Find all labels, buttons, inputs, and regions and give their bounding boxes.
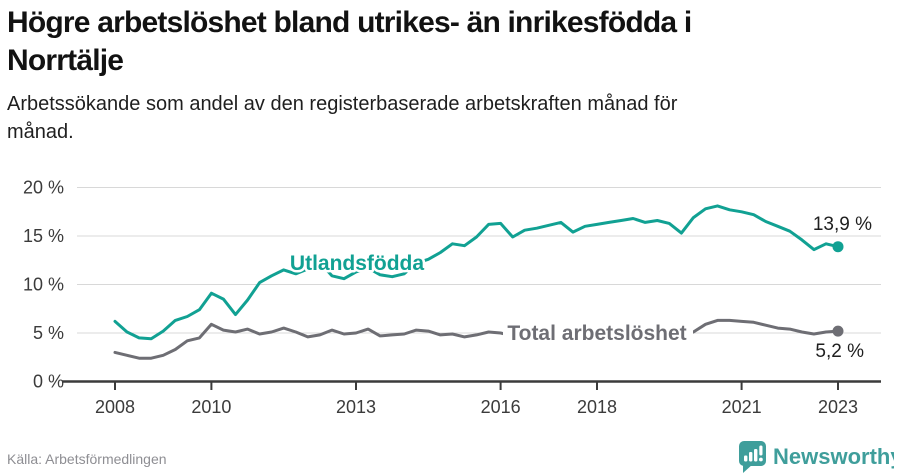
page-title-line-1: Högre arbetslöshet bland utrikes- än inr… [7,6,692,39]
x-axis [62,380,881,390]
page-title: Högre arbetslöshet bland utrikes- än inr… [7,4,692,80]
y-tick-0: 0 % [33,372,64,392]
newsworthy-wordmark: Newsworthy [773,444,894,469]
series-labels: Utlandsfödda Total arbetslöshet [287,250,689,348]
line-utlandsfodda [113,204,840,341]
x-tick-2016: 2016 [481,397,521,417]
x-tick-2010: 2010 [191,397,231,417]
x-tick-2013: 2013 [336,397,376,417]
x-tick-2023: 2023 [818,397,858,417]
page-subtitle-line-1: Arbetssökande som andel av den registerb… [7,93,678,115]
series-lines [113,204,840,360]
line-total-arbetsloshet [113,318,840,360]
end-value-labels: 13,9 % 5,2 % [813,214,872,362]
value-label-total-arbetsloshet: 5,2 % [815,341,864,362]
newsworthy-logo: Newsworthy [736,438,900,474]
x-tick-2018: 2018 [577,397,617,417]
page-subtitle-line-2: månad. [7,121,74,143]
y-axis-labels: 0 % 5 % 10 % 15 % 20 % [23,178,64,392]
value-label-utlandsfodda: 13,9 % [813,214,872,235]
page-subtitle: Arbetssökande som andel av den registerb… [7,90,677,146]
total-label-mask [503,322,693,344]
y-tick-5: 5 % [33,323,64,343]
series-label-total-arbetsloshet: Total arbetslöshet [507,322,686,345]
y-tick-15: 15 % [23,226,64,246]
source-note: Källa: Arbetsförmedlingen [7,451,167,467]
series-label-utlandsfodda: Utlandsfödda [290,252,424,275]
y-tick-10: 10 % [23,275,64,295]
page-title-line-2: Norrtälje [7,44,124,77]
chart-bubble-icon [739,441,766,473]
newsworthy-logo-svg: Newsworthy [739,441,900,473]
end-dot-total-arbetsloshet [832,325,844,337]
x-tick-2008: 2008 [95,397,135,417]
x-tick-2021: 2021 [722,397,762,417]
end-dot-utlandsfodda [832,241,844,253]
y-tick-20: 20 % [23,178,64,198]
end-dots [832,241,844,337]
x-axis-labels: 2008 2010 2013 2016 2018 2021 2023 [95,397,858,417]
